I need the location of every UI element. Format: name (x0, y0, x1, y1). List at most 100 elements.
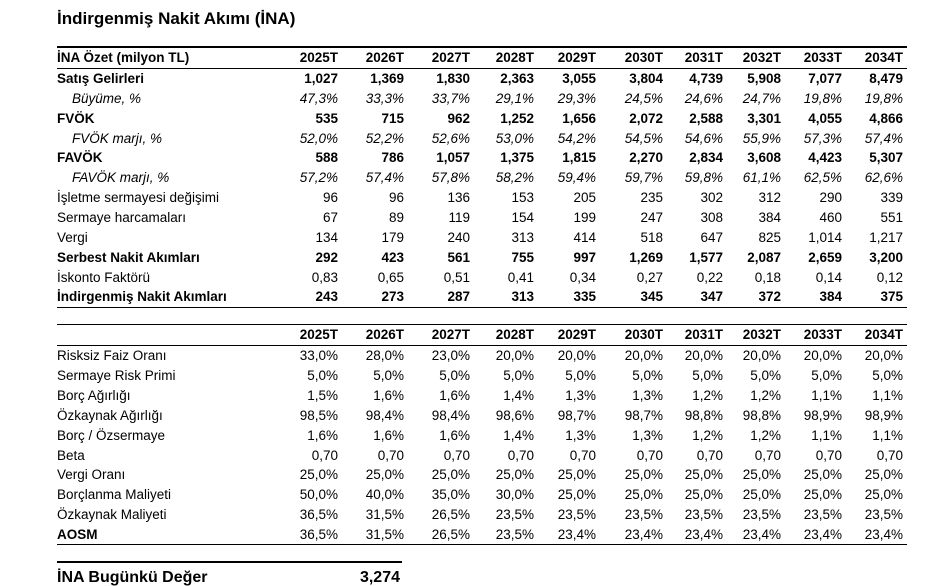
cell: 0,83 (311, 269, 338, 285)
column-header: 2031T (684, 50, 723, 65)
column-header: 2032T (742, 50, 781, 65)
column-header: 2030T (624, 50, 663, 65)
cell: 0,70 (507, 447, 534, 463)
cell: 62,6% (864, 170, 903, 186)
cell: 5,0% (811, 367, 842, 383)
rule (57, 307, 907, 308)
column-header: 2026T (365, 50, 404, 65)
cell: 25,0% (299, 467, 338, 483)
cell: 2,072 (629, 110, 663, 126)
column-header: 2025T (299, 327, 338, 342)
cell: 40,0% (365, 487, 404, 503)
rule (57, 324, 907, 325)
cell: 997 (573, 249, 596, 265)
rule (57, 68, 907, 69)
cell: 20,0% (495, 348, 534, 363)
cell: 0,18 (754, 269, 781, 285)
row-label: FAVÖK marjı, % (72, 170, 170, 186)
cell: 1,4% (503, 427, 534, 443)
cell: 460 (819, 209, 842, 225)
cell: 0,14 (815, 269, 842, 285)
cell: 20,0% (684, 348, 723, 363)
cell: 98,8% (684, 407, 723, 423)
cell: 98,4% (365, 407, 404, 423)
cell: 1,375 (500, 150, 534, 166)
rule (57, 345, 907, 346)
cell: 4,423 (808, 150, 842, 166)
column-header: 2028T (495, 327, 534, 342)
cell: 67 (322, 209, 338, 225)
row-label: Sermaye Risk Primi (57, 367, 176, 383)
cell: 31,5% (365, 527, 404, 543)
cell: 1,1% (811, 427, 842, 443)
cell: 0,34 (569, 269, 596, 285)
cell: 25,0% (684, 467, 723, 483)
cell: 55,9% (742, 130, 781, 146)
cell: 25,0% (684, 487, 723, 503)
cell: 62,5% (803, 170, 842, 186)
cell: 25,0% (742, 467, 781, 483)
rule (57, 561, 402, 563)
row-label: Borç Ağırlığı (57, 387, 131, 403)
cell: 57,8% (431, 170, 470, 186)
cell: 1,2% (692, 387, 723, 403)
cell: 26,5% (431, 527, 470, 543)
cell: 96 (388, 190, 404, 206)
cell: 36,5% (299, 527, 338, 543)
cell: 19,8% (864, 90, 903, 106)
cell: 5,307 (869, 150, 903, 166)
cell: 1,2% (750, 387, 781, 403)
cell: 134 (315, 229, 338, 245)
cell: 136 (447, 190, 470, 206)
row-label: FAVÖK (57, 150, 103, 166)
row-label: Serbest Nakit Akımları (57, 249, 200, 265)
cell: 1,5% (307, 387, 338, 403)
cell: 153 (511, 190, 534, 206)
cell: 25,0% (864, 467, 903, 483)
row-label: Büyüme, % (72, 90, 142, 106)
row-label: İskonto Faktörü (57, 269, 151, 285)
cell: 23,5% (495, 527, 534, 543)
row-label: Vergi (57, 229, 88, 245)
column-header: 2028T (495, 50, 534, 65)
cell: 23,5% (684, 507, 723, 523)
cell: 302 (700, 190, 723, 206)
cell: 52,6% (431, 130, 470, 146)
cell: 290 (819, 190, 842, 206)
cell: 3,301 (747, 110, 781, 126)
cell: 518 (640, 229, 663, 245)
cell: 962 (447, 110, 470, 126)
row-label: Risksiz Faiz Oranı (57, 348, 167, 363)
cell: 8,479 (869, 71, 903, 86)
cell: 30,0% (495, 487, 534, 503)
cell: 414 (573, 229, 596, 245)
cell: 58,2% (495, 170, 534, 186)
cell: 205 (573, 190, 596, 206)
cell: 54,2% (557, 130, 596, 146)
cell: 52,0% (299, 130, 338, 146)
cell: 36,5% (299, 507, 338, 523)
column-header: 2026T (365, 327, 404, 342)
cell: 23,4% (684, 527, 723, 543)
cell: 5,0% (750, 367, 781, 383)
cell: 1,217 (869, 229, 903, 245)
row-label: Sermaye harcamaları (57, 209, 187, 225)
cell: 2,588 (689, 110, 723, 126)
cell: 3,200 (869, 249, 903, 265)
row-label: Satış Gelirleri (57, 71, 145, 86)
cell: 23,4% (624, 527, 663, 543)
cell: 1,252 (500, 110, 534, 126)
cell: 23,5% (557, 507, 596, 523)
cell: 24,5% (624, 90, 663, 106)
cell: 1,815 (562, 150, 596, 166)
cell: 20,0% (803, 348, 842, 363)
cell: 20,0% (557, 348, 596, 363)
cell: 154 (511, 209, 534, 225)
cell: 24,6% (684, 90, 723, 106)
cell: 5,0% (373, 367, 404, 383)
cell: 273 (381, 289, 404, 305)
cell: 59,8% (684, 170, 723, 186)
cell: 247 (640, 209, 663, 225)
cell: 33,0% (299, 348, 338, 363)
cell: 339 (880, 190, 903, 206)
